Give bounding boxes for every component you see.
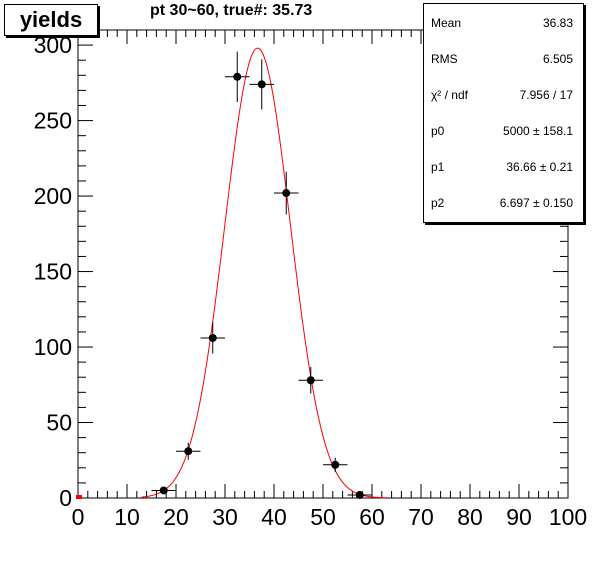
- stats-value: 7.956 / 17: [519, 88, 573, 102]
- x-tick-label: 60: [359, 504, 385, 530]
- histogram-name-box: yields: [4, 4, 98, 36]
- data-point: [233, 72, 242, 81]
- underflow-marker: [76, 495, 82, 499]
- x-tick-label: 50: [310, 504, 336, 530]
- stats-value: 36.66 ± 0.21: [506, 160, 573, 174]
- data-point: [355, 490, 364, 499]
- data-point: [331, 460, 340, 469]
- data-points: [151, 51, 372, 499]
- x-tick-label: 100: [549, 504, 587, 530]
- stats-value: 5000 ± 158.1: [503, 124, 573, 138]
- stats-label: Mean: [431, 16, 462, 30]
- data-point: [159, 486, 168, 495]
- y-tick-label: 200: [34, 183, 72, 209]
- y-tick-label: 50: [46, 410, 72, 436]
- y-tick-label: 250: [34, 108, 72, 134]
- x-tick-label: 70: [408, 504, 434, 530]
- data-point: [282, 189, 291, 198]
- histogram-name: yields: [19, 7, 83, 32]
- data-point: [306, 376, 315, 385]
- y-tick-label: 300: [34, 32, 72, 58]
- stats-row-mean: Mean 36.83: [424, 16, 583, 36]
- x-tick-label: 40: [261, 504, 287, 530]
- chart-title: pt 30~60, true#: 35.73: [150, 2, 313, 19]
- x-tick-label: 0: [72, 504, 85, 530]
- data-point: [257, 80, 266, 89]
- gaussian-fit-curve: [141, 47, 387, 499]
- stats-label: χ² / ndf: [431, 88, 468, 102]
- stats-row-p0: p0 5000 ± 158.1: [424, 124, 583, 144]
- y-tick-label: 0: [59, 485, 72, 511]
- stats-label: RMS: [431, 52, 458, 66]
- x-tick-label: 10: [114, 504, 140, 530]
- stats-row-p2: p2 6.697 ± 0.150: [424, 196, 583, 216]
- x-tick-label: 80: [457, 504, 483, 530]
- data-point: [208, 333, 217, 342]
- stats-label: p1: [431, 160, 445, 174]
- axis-tick-labels: 0 10 20 30 40 50 60 70 80 90 100 0 50 100 150 200 250 300: [34, 32, 588, 530]
- y-tick-label: 150: [34, 259, 72, 285]
- x-tick-label: 90: [506, 504, 532, 530]
- y-tick-label: 100: [34, 334, 72, 360]
- x-tick-label: 20: [163, 504, 189, 530]
- stats-value: 6.697 ± 0.150: [499, 196, 573, 210]
- stats-label: p2: [431, 196, 445, 210]
- stats-row-chi2: χ² / ndf 7.956 / 17: [424, 88, 583, 108]
- stats-row-rms: RMS 6.505: [424, 52, 583, 72]
- data-point: [184, 447, 193, 456]
- stats-label: p0: [431, 124, 445, 138]
- stats-box: Mean 36.83 RMS 6.505 χ² / ndf 7.956 / 17…: [423, 3, 584, 223]
- x-tick-label: 30: [212, 504, 238, 530]
- stats-value: 36.83: [542, 16, 573, 30]
- stats-value: 6.505: [542, 52, 573, 66]
- stats-row-p1: p1 36.66 ± 0.21: [424, 160, 583, 180]
